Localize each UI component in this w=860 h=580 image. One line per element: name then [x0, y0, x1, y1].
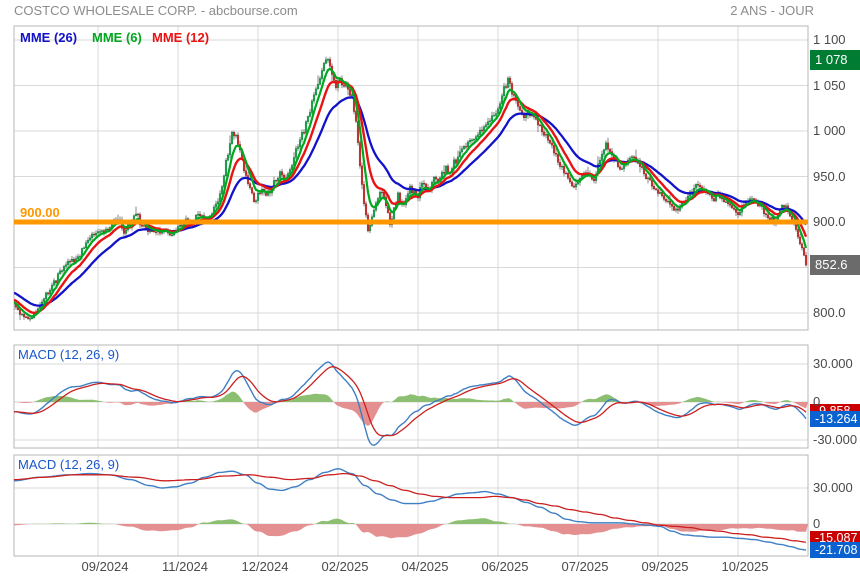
macd1-axis-tick: 0 — [813, 394, 821, 409]
legend-mme26: MME (26) — [20, 30, 78, 45]
macd1-plot — [14, 361, 808, 446]
x-axis-label: 09/2025 — [641, 559, 689, 574]
macd2-line-badge: -21.708 — [810, 542, 860, 559]
legend-mme6: MME (6) — [92, 30, 142, 45]
page-title: COSTCO WHOLESALE CORP. - abcbourse.com — [14, 3, 298, 18]
x-axis-label: 12/2024 — [241, 559, 289, 574]
legend-mme12: MME (12) — [152, 30, 210, 45]
macd1-axis-tick: 30.000 — [813, 355, 853, 371]
price-axis-tick: 1 050 — [813, 77, 846, 93]
macd2-axis-tick: 0 — [813, 516, 821, 531]
macd1-axis-tick: -30.000 — [813, 432, 858, 448]
macd1-line-badge: -13.264 — [810, 410, 860, 427]
panel-frames — [13, 25, 809, 557]
x-axis-label: 10/2025 — [721, 559, 769, 574]
x-axis-label: 06/2025 — [481, 559, 529, 574]
timeframe-label: 2 ANS - JOUR — [730, 3, 814, 18]
price-axis-tick: 900.0 — [813, 214, 846, 229]
x-axis-label: 09/2024 — [81, 559, 129, 574]
price-axis-tick: 800.0 — [813, 305, 846, 320]
macd2-axis-tick: 30.000 — [813, 480, 853, 495]
gridlines — [14, 26, 808, 556]
price-high-badge: 1 078 — [810, 50, 860, 71]
price-axis-tick: 1 100 — [813, 32, 846, 47]
x-axis-label: 11/2024 — [161, 559, 209, 574]
x-axis-label: 07/2025 — [561, 559, 609, 574]
macd2-plot — [14, 468, 808, 551]
support-line-label: 900.00 — [20, 205, 60, 220]
price-axis-tick: 950.0 — [813, 168, 846, 184]
candlesticks — [14, 56, 808, 322]
x-axis-label: 04/2025 — [401, 559, 449, 574]
macd1-title: MACD (12, 26, 9) — [18, 347, 120, 362]
last-price-badge: 852.6 — [810, 255, 860, 276]
mme26-line — [14, 96, 807, 307]
x-axis-label: 02/2025 — [321, 559, 369, 574]
macd2-title: MACD (12, 26, 9) — [18, 457, 120, 472]
price-axis-tick: 1 000 — [813, 123, 846, 138]
